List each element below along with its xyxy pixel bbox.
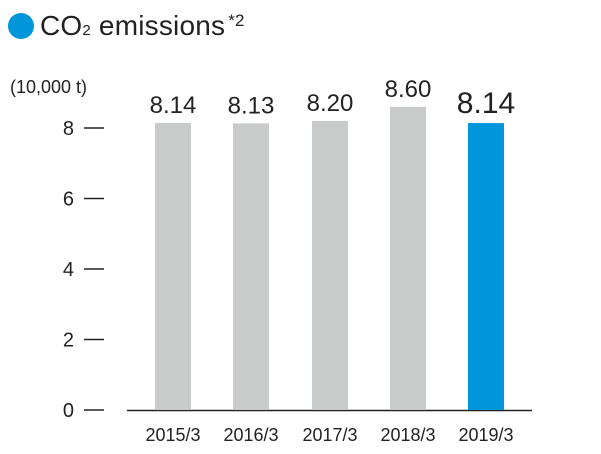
y-tick-label: 2 xyxy=(63,330,74,352)
title-dot-icon xyxy=(8,13,34,39)
title-superscript: *2 xyxy=(228,11,245,30)
value-label: 8.13 xyxy=(228,92,275,119)
y-tick-label: 6 xyxy=(63,189,74,211)
value-label: 8.20 xyxy=(307,90,354,117)
x-tick-label: 2018/3 xyxy=(380,425,435,445)
x-tick-label: 2016/3 xyxy=(223,425,278,445)
y-tick-label: 4 xyxy=(63,259,74,281)
value-label: 8.14 xyxy=(457,87,515,120)
y-axis: 0 2 4 6 8 xyxy=(63,118,104,422)
bar-2018-3 xyxy=(390,106,426,410)
bar-2019-3 xyxy=(468,123,504,410)
x-tick-label: 2017/3 xyxy=(302,425,357,445)
bar-2015-3 xyxy=(155,123,191,410)
title-rest: emissions xyxy=(90,10,226,41)
title-main: CO xyxy=(40,10,83,41)
unit-label: (10,000 t) xyxy=(10,77,87,97)
title-subscript: 2 xyxy=(82,22,91,39)
bars: 8.14 2015/3 8.13 2016/3 8.20 2017/3 8.60 2018/3… xyxy=(145,76,515,445)
bar-2017-3 xyxy=(312,120,348,410)
value-label: 8.60 xyxy=(385,76,432,103)
y-tick-label: 8 xyxy=(63,118,74,140)
y-tick-label: 0 xyxy=(63,400,74,422)
x-tick-label: 2015/3 xyxy=(145,425,200,445)
chart-title: CO2 emissions *2 xyxy=(8,6,245,46)
bar-2016-3 xyxy=(233,123,269,410)
value-label: 8.14 xyxy=(150,92,197,119)
title-text: CO2 emissions *2 xyxy=(40,10,245,42)
x-tick-label: 2019/3 xyxy=(458,425,513,445)
